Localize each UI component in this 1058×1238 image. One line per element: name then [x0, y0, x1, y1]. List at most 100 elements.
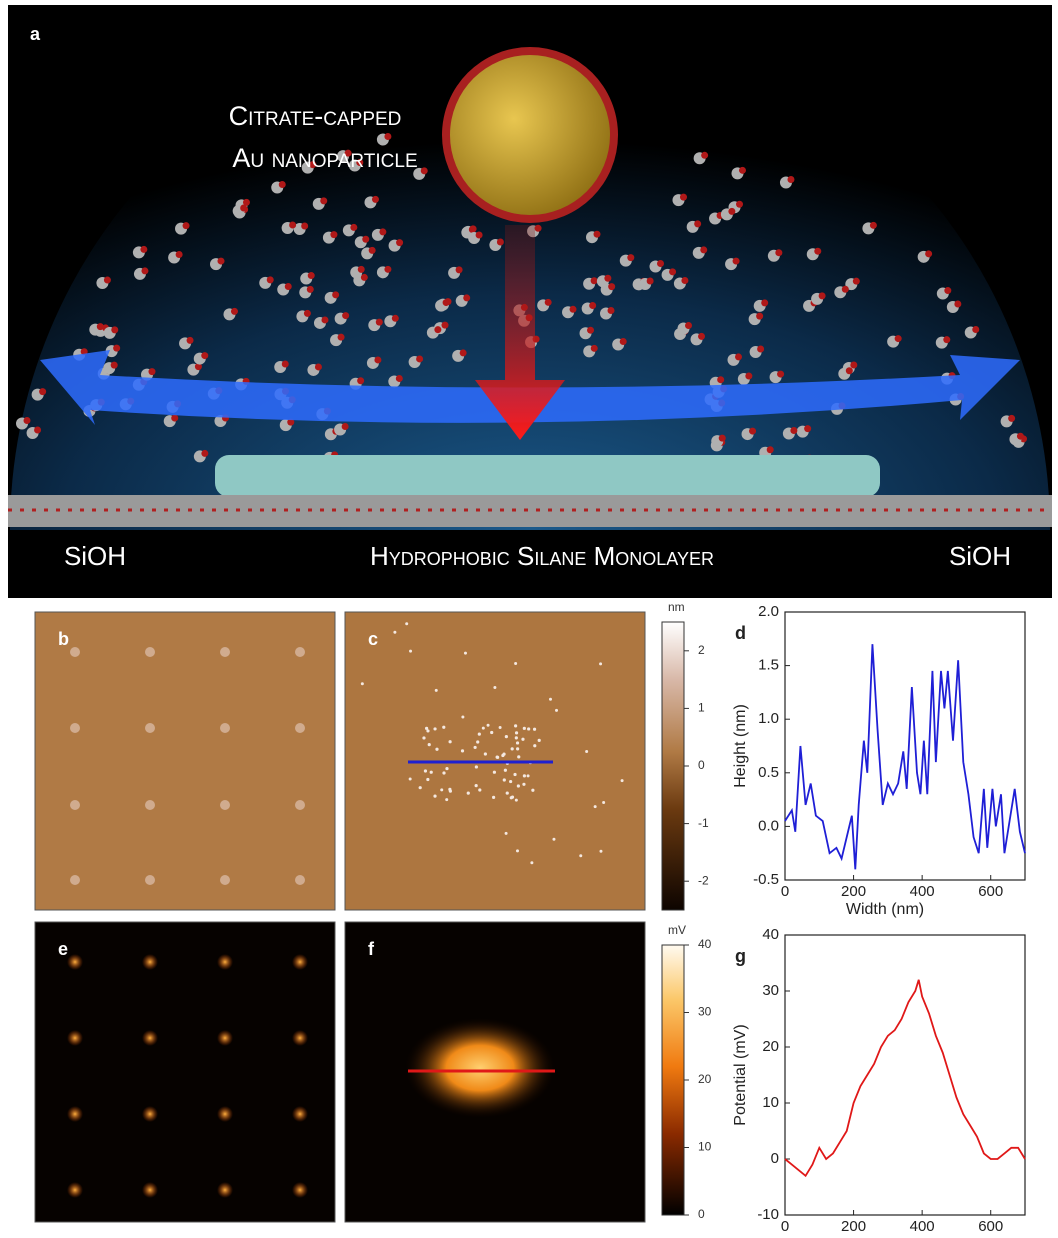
water-hydrogen	[460, 349, 467, 356]
spot	[594, 805, 597, 808]
water-hydrogen	[739, 167, 746, 174]
water-hydrogen	[384, 266, 391, 273]
spot	[435, 748, 438, 751]
spot	[482, 727, 485, 730]
surface-label: SiOH	[64, 541, 126, 571]
panel-label: f	[368, 939, 375, 959]
water-hydrogen	[604, 275, 611, 282]
spot	[499, 726, 502, 729]
spot	[487, 724, 490, 727]
panel-label: d	[735, 623, 746, 643]
water-hydrogen	[777, 371, 784, 378]
y-tick-label: 40	[762, 926, 779, 943]
spot	[511, 747, 514, 750]
water-hydrogen	[745, 373, 752, 380]
water-hydrogen	[231, 308, 238, 315]
colorbar-tick-label: 1	[698, 701, 705, 715]
water-hydrogen	[756, 313, 763, 320]
spot	[538, 739, 541, 742]
water-hydrogen	[141, 267, 148, 274]
spot	[504, 769, 507, 772]
water-hydrogen	[608, 307, 615, 314]
y-tick-label: 0.5	[758, 764, 779, 781]
water-hydrogen	[34, 427, 41, 434]
plot-frame	[785, 612, 1025, 880]
spot	[509, 780, 512, 783]
water-hydrogen	[320, 197, 327, 204]
spot	[531, 789, 534, 792]
water-hydrogen	[775, 249, 782, 256]
spot	[295, 800, 305, 810]
water-hydrogen	[443, 299, 450, 306]
water-hydrogen	[749, 428, 756, 435]
y-tick-label: 2.0	[758, 603, 779, 620]
spot	[424, 769, 427, 772]
spot	[295, 723, 305, 733]
surface-label: Hydrophobic Silane Monolayer	[370, 541, 714, 571]
water-hydrogen	[376, 319, 383, 326]
water-hydrogen	[1017, 433, 1024, 440]
water-hydrogen	[761, 299, 768, 306]
water-hydrogen	[285, 283, 292, 290]
spot	[409, 650, 412, 653]
spot	[475, 765, 478, 768]
y-tick-label: -0.5	[753, 871, 779, 888]
spot	[517, 755, 520, 758]
spot	[523, 727, 526, 730]
spot	[393, 631, 396, 634]
water-hydrogen	[111, 362, 118, 369]
water-hydrogen	[589, 302, 596, 309]
water-hydrogen	[669, 268, 676, 275]
spot	[430, 771, 433, 774]
spot	[442, 726, 445, 729]
spot	[361, 682, 364, 685]
colorbar-tick-label: 30	[698, 1005, 712, 1019]
water-hydrogen	[804, 425, 811, 432]
spot	[516, 741, 519, 744]
line-series	[785, 644, 1025, 869]
spot	[552, 838, 555, 841]
water-hydrogen	[315, 363, 322, 370]
spot	[461, 749, 464, 752]
spot	[492, 796, 495, 799]
water-hydrogen	[374, 356, 381, 363]
spot	[523, 774, 526, 777]
panel-label: e	[58, 939, 68, 959]
water-hydrogen	[104, 277, 111, 284]
spot	[530, 861, 533, 864]
water-hydrogen	[657, 260, 664, 267]
panel-a: a Citrate-capped Au nanoparticle SiOH Hy…	[8, 5, 1052, 598]
spot	[70, 800, 80, 810]
spot	[217, 1182, 233, 1198]
colorbar-tick-label: 20	[698, 1072, 712, 1086]
x-tick-label: 0	[781, 883, 789, 900]
spot	[478, 788, 481, 791]
water-hydrogen	[535, 225, 542, 232]
colorbar-tick-label: -2	[698, 873, 709, 887]
water-hydrogen	[396, 239, 403, 246]
spot	[496, 755, 499, 758]
spot	[516, 747, 519, 750]
x-tick-label: 600	[978, 883, 1003, 900]
water-hydrogen	[357, 377, 364, 384]
water-hydrogen	[719, 435, 726, 442]
water-hydrogen	[700, 246, 707, 253]
spot	[515, 799, 518, 802]
water-hydrogen	[469, 226, 476, 233]
water-hydrogen	[342, 312, 349, 319]
spot	[440, 788, 443, 791]
spot	[142, 1182, 158, 1198]
water-hydrogen	[850, 362, 857, 369]
y-tick-label: -10	[757, 1206, 779, 1223]
y-tick-label: 0	[771, 1150, 779, 1167]
water-hydrogen	[608, 283, 615, 290]
water-hydrogen	[587, 327, 594, 334]
water-hydrogen	[735, 353, 742, 360]
x-tick-label: 400	[910, 1218, 935, 1233]
spot	[142, 1106, 158, 1122]
spot	[517, 784, 520, 787]
spot	[521, 738, 524, 741]
water-hydrogen	[148, 368, 155, 375]
water-hydrogen	[647, 278, 654, 285]
water-hydrogen	[434, 326, 441, 333]
